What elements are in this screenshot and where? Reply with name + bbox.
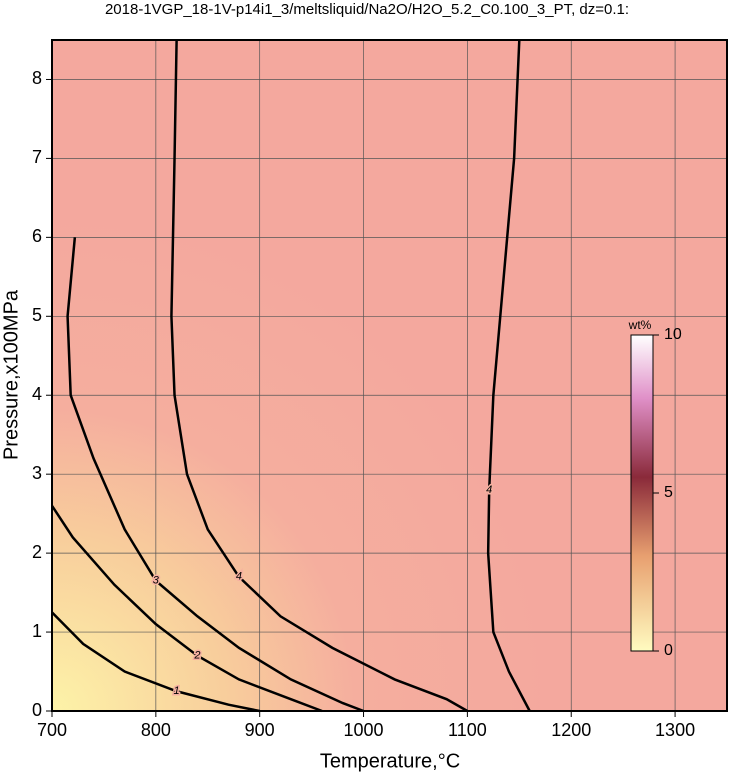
- plot-frame: [51, 39, 728, 712]
- contour-line: [51, 611, 260, 713]
- contour-line: [170, 39, 469, 713]
- x-axis-label: Temperature,°C: [320, 750, 460, 772]
- x-tick-label: 1100: [448, 720, 487, 740]
- x-tick-label: 800: [141, 720, 171, 740]
- contour-line: [50, 505, 323, 713]
- contour-label: 4: [236, 571, 242, 583]
- y-tick-label: 1: [32, 621, 42, 641]
- y-tick-label: 2: [32, 542, 42, 562]
- y-tick-label: 4: [32, 384, 42, 404]
- x-tick-label: 1200: [551, 720, 591, 740]
- contour-label: 2: [193, 650, 200, 662]
- contours: 1 2 3 4 4: [50, 39, 531, 713]
- x-tick-label: 900: [245, 720, 275, 740]
- y-tick-label: 7: [32, 147, 42, 167]
- y-tick-label: 8: [32, 68, 42, 88]
- y-tick-label: 3: [32, 463, 42, 483]
- colorbar-label: wt%: [628, 318, 652, 332]
- contour-label: 3: [153, 575, 160, 587]
- plot-area: [52, 40, 727, 711]
- colorbar-tick-label: 10: [664, 326, 682, 343]
- colorbar: [630, 334, 654, 652]
- contour-label: 4: [486, 484, 492, 496]
- contour-label: 1: [174, 685, 180, 697]
- chart-title: 2018-1VGP_18-1V-p14i1_3/meltsliquid/Na2O…: [105, 1, 629, 18]
- y-tick-label: 6: [32, 226, 42, 246]
- colorbar-tick-label: 5: [664, 484, 673, 501]
- x-tick-label: 1000: [344, 720, 384, 740]
- x-tick-label: 1300: [655, 720, 695, 740]
- grid: [51, 40, 727, 712]
- y-axis-label: Pressure,x100MPa: [0, 289, 22, 460]
- contour-line: [66, 237, 364, 713]
- y-tick-label: 0: [32, 700, 42, 720]
- x-tick-label: 700: [37, 720, 67, 740]
- colorbar-ticks: 0 5 10: [653, 326, 682, 659]
- contour-line: [486, 39, 531, 712]
- colorbar-tick-label: 0: [664, 642, 673, 659]
- y-tick-label: 5: [32, 305, 42, 325]
